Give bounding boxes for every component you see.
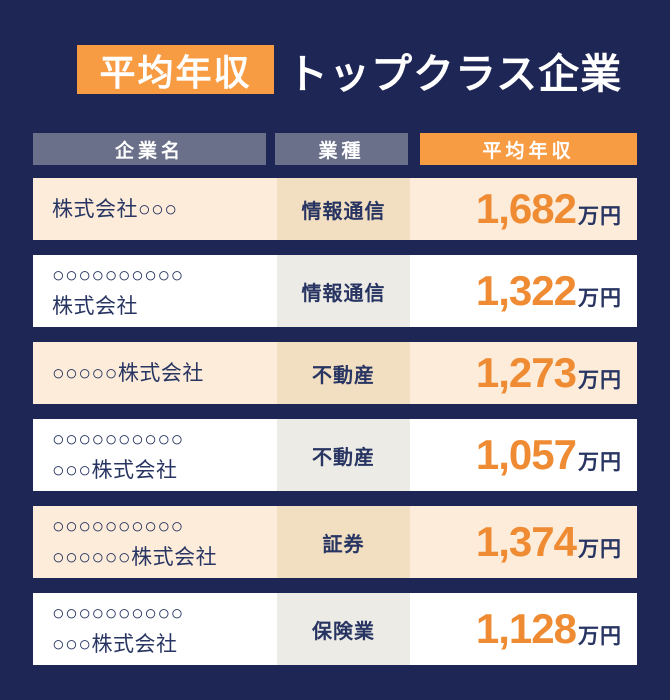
table-row: ○○○○○○○○○○ ○○○○○○株式会社 証券 1,374万円 [33, 506, 637, 578]
income-cell: 1,128万円 [410, 593, 637, 665]
company-name: ○○○○○○○○○○ ○○○○○○株式会社 [52, 515, 218, 569]
income-value: 1,682 [475, 185, 577, 232]
income-amount: 1,057万円 [476, 431, 622, 479]
income-table: 企業名 業種 平均年収 株式会社○○○ 情報通信 1,682万円 ○○○○○○○… [33, 133, 637, 680]
industry-cell: 不動産 [277, 419, 410, 491]
company-name: ○○○○○株式会社 [52, 361, 204, 385]
table-row: ○○○○○○○○○○ ○○○株式会社 保険業 1,128万円 [33, 593, 637, 665]
income-amount: 1,273万円 [476, 349, 622, 397]
company-name: ○○○○○○○○○○ ○○○株式会社 [52, 602, 184, 656]
company-name-cell: ○○○○○○○○○○ ○○○株式会社 [33, 419, 277, 491]
industry-cell: 不動産 [277, 342, 410, 404]
title-heading: トップクラス企業 [287, 50, 623, 97]
company-name: 株式会社○○○ [52, 197, 178, 221]
income-value: 1,128 [475, 605, 577, 652]
income-unit: 万円 [578, 369, 622, 392]
income-unit: 万円 [578, 451, 622, 474]
table-row: 株式会社○○○ 情報通信 1,682万円 [33, 178, 637, 240]
industry-cell: 保険業 [277, 593, 410, 665]
income-amount: 1,682万円 [476, 185, 622, 233]
income-cell: 1,322万円 [410, 255, 637, 327]
page-title: 平均年収 トップクラス企業 [77, 45, 622, 97]
income-amount: 1,322万円 [476, 267, 622, 315]
industry-cell: 情報通信 [277, 178, 410, 240]
title-badge: 平均年収 [77, 45, 274, 94]
income-amount: 1,128万円 [476, 605, 622, 653]
company-name-cell: 株式会社○○○ [33, 178, 277, 240]
industry-cell: 情報通信 [277, 255, 410, 327]
column-header-industry: 業種 [275, 133, 408, 165]
table-header-row: 企業名 業種 平均年収 [33, 133, 637, 165]
company-name-cell: ○○○○○○○○○○ ○○○株式会社 [33, 593, 277, 665]
column-header-income: 平均年収 [420, 133, 637, 165]
income-unit: 万円 [578, 538, 622, 561]
company-name-cell: ○○○○○○○○○○ ○○○○○○株式会社 [33, 506, 277, 578]
company-name-cell: ○○○○○○○○○○ 株式会社 [33, 255, 277, 327]
income-value: 1,374 [475, 518, 577, 565]
industry-cell: 証券 [277, 506, 410, 578]
income-unit: 万円 [578, 625, 622, 648]
income-unit: 万円 [578, 287, 622, 310]
table-row: ○○○○○株式会社 不動産 1,273万円 [33, 342, 637, 404]
income-value: 1,273 [475, 349, 577, 396]
table-row: ○○○○○○○○○○ 株式会社 情報通信 1,322万円 [33, 255, 637, 327]
income-cell: 1,273万円 [410, 342, 637, 404]
income-cell: 1,374万円 [410, 506, 637, 578]
income-cell: 1,057万円 [410, 419, 637, 491]
column-header-company: 企業名 [33, 133, 266, 165]
company-name: ○○○○○○○○○○ ○○○株式会社 [52, 428, 184, 482]
company-name: ○○○○○○○○○○ 株式会社 [52, 264, 184, 318]
table-row: ○○○○○○○○○○ ○○○株式会社 不動産 1,057万円 [33, 419, 637, 491]
income-value: 1,057 [475, 431, 577, 478]
income-unit: 万円 [578, 205, 622, 228]
income-cell: 1,682万円 [410, 178, 637, 240]
table-body: 株式会社○○○ 情報通信 1,682万円 ○○○○○○○○○○ 株式会社 情報通信… [33, 178, 637, 665]
income-value: 1,322 [475, 267, 577, 314]
income-amount: 1,374万円 [476, 518, 622, 566]
company-name-cell: ○○○○○株式会社 [33, 342, 277, 404]
